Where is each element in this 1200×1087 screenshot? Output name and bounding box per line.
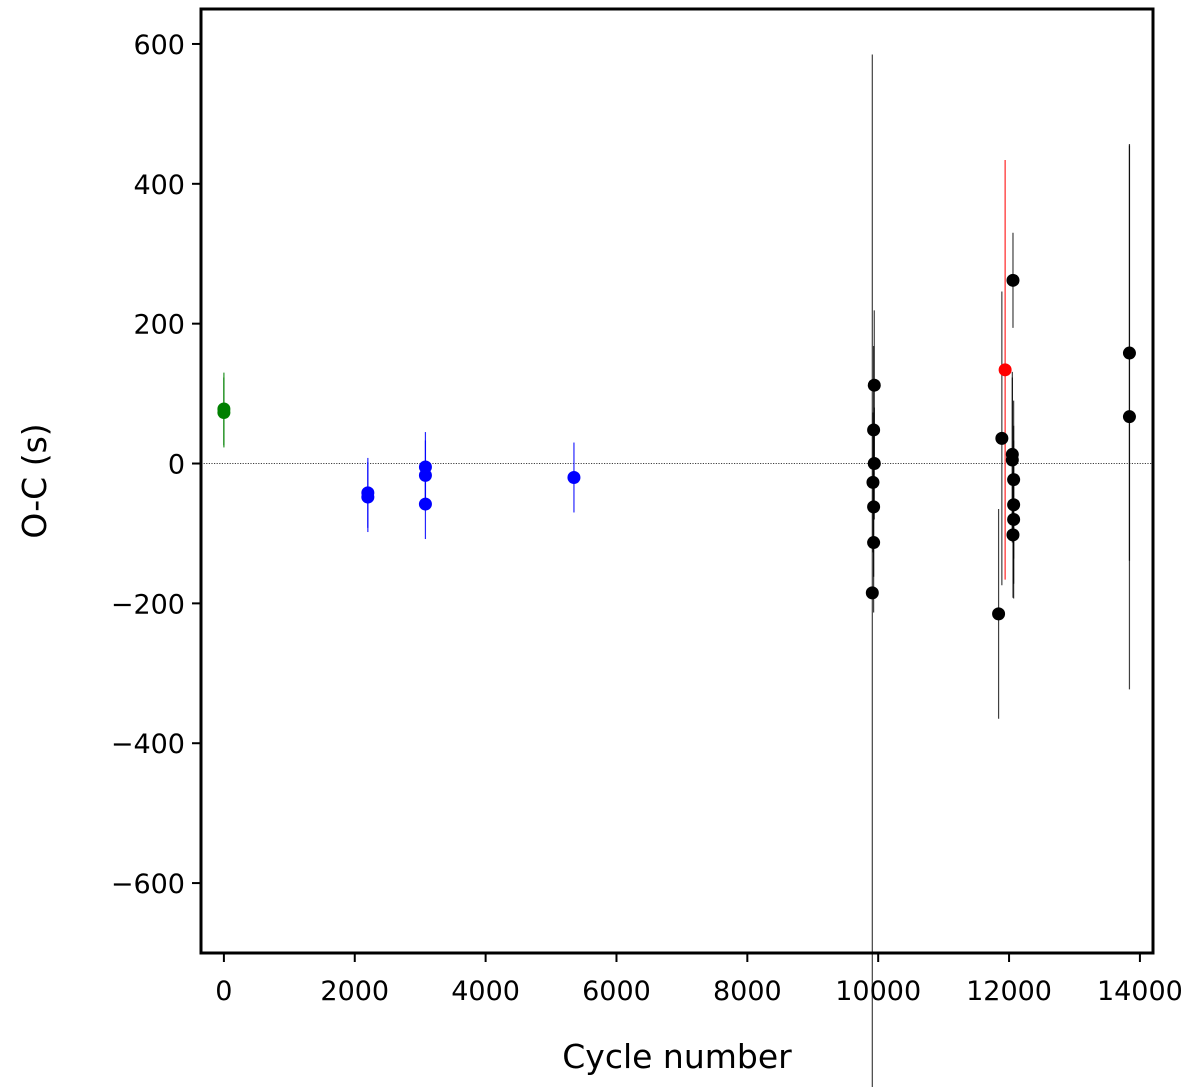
data-point — [865, 586, 879, 600]
x-tick-label: 6000 — [582, 976, 651, 1007]
y-tick-label: 0 — [168, 450, 185, 481]
x-tick-label: 10000 — [835, 976, 921, 1007]
data-point — [867, 500, 881, 514]
data-point — [1122, 346, 1136, 360]
data-point — [866, 475, 880, 489]
x-tick-label: 2000 — [320, 976, 389, 1007]
data-point — [361, 490, 375, 504]
y-tick-label: 200 — [133, 310, 185, 341]
data-point — [867, 423, 881, 437]
data-point — [867, 457, 881, 471]
data-point — [1122, 410, 1136, 424]
plot-frame — [199, 7, 1155, 955]
data-point — [1006, 528, 1020, 542]
x-tick-label: 4000 — [451, 976, 520, 1007]
data-point — [1007, 512, 1021, 526]
data-point — [995, 431, 1009, 445]
x-tick-label: 8000 — [713, 976, 782, 1007]
data-point — [567, 471, 581, 485]
data-point — [992, 607, 1006, 621]
y-tick-label: 400 — [133, 170, 185, 201]
y-axis-label: O-C (s) — [15, 423, 54, 538]
x-tick-label: 0 — [215, 976, 232, 1007]
data-point — [867, 378, 881, 392]
data-points — [217, 273, 1136, 621]
data-point — [1007, 498, 1021, 512]
data-point — [1005, 453, 1019, 467]
error-bars — [201, 54, 1153, 1087]
data-point — [1006, 273, 1020, 287]
x-tick-label: 12000 — [966, 976, 1052, 1007]
x-axis-label: Cycle number — [562, 1037, 792, 1076]
data-point — [217, 405, 231, 419]
data-point — [867, 536, 881, 550]
data-point — [998, 363, 1012, 377]
axis-ticks: 0 2000 4000 6000 8000 10000 12000 14000−600−400… — [111, 30, 1183, 1007]
y-tick-label: −200 — [111, 589, 185, 620]
data-point — [418, 497, 432, 511]
y-tick-label: −600 — [111, 869, 185, 900]
data-point — [418, 468, 432, 482]
y-tick-label: −400 — [111, 729, 185, 760]
x-tick-label: 14000 — [1097, 976, 1183, 1007]
data-point — [1007, 473, 1021, 487]
y-tick-label: 600 — [133, 30, 185, 61]
